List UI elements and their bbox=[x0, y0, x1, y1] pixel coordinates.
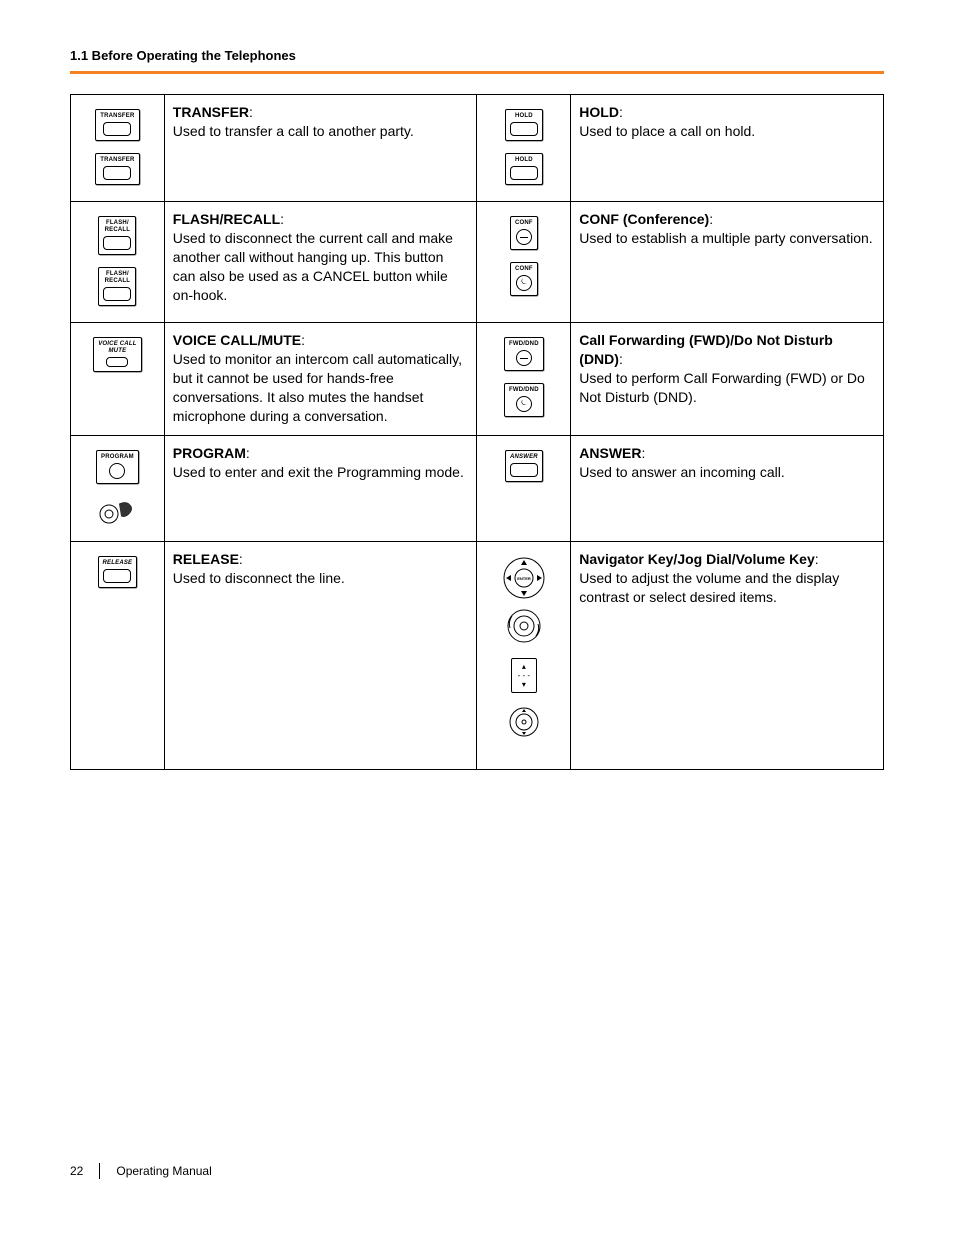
conf-icon: CONF bbox=[510, 262, 538, 296]
desc-cell: VOICE CALL/MUTE: Used to monitor an inte… bbox=[164, 323, 477, 436]
hold-icon: HOLD bbox=[505, 109, 543, 141]
flash-recall-icon: FLASH/ RECALL bbox=[98, 216, 136, 255]
icon-cell: FWD/DND FWD/DND bbox=[477, 323, 571, 436]
page-footer: 22 Operating Manual bbox=[70, 1163, 212, 1179]
answer-icon: ANSWER bbox=[505, 450, 543, 482]
desc-cell: Navigator Key/Jog Dial/Volume Key: Used … bbox=[571, 542, 884, 770]
button-reference-table: TRANSFER TRANSFER TRANSFER: Used to tran… bbox=[70, 94, 884, 770]
footer-separator bbox=[99, 1163, 100, 1179]
icon-cell: TRANSFER TRANSFER bbox=[71, 95, 165, 202]
icon-cell: ANSWER bbox=[477, 436, 571, 542]
table-row: VOICE CALL MUTE VOICE CALL/MUTE: Used to… bbox=[71, 323, 884, 436]
voice-call-mute-icon: VOICE CALL MUTE bbox=[93, 337, 141, 372]
desc-cell: CONF (Conference): Used to establish a m… bbox=[571, 202, 884, 323]
jog-dial-icon bbox=[504, 606, 544, 646]
icon-cell: HOLD HOLD bbox=[477, 95, 571, 202]
navigator-key-icon: ENTER bbox=[502, 556, 546, 600]
flash-recall-icon: FLASH/ RECALL bbox=[98, 267, 136, 306]
volume-key-icon: ▴- - -▾ bbox=[511, 658, 537, 693]
small-dial-icon bbox=[507, 705, 541, 739]
icon-cell: CONF CONF bbox=[477, 202, 571, 323]
transfer-icon: TRANSFER bbox=[95, 153, 139, 185]
section-title: 1.1 Before Operating the Telephones bbox=[70, 48, 884, 63]
hold-icon: HOLD bbox=[505, 153, 543, 185]
table-row: RELEASE RELEASE: Used to disconnect the … bbox=[71, 542, 884, 770]
icon-cell: VOICE CALL MUTE bbox=[71, 323, 165, 436]
desc-cell: FLASH/RECALL: Used to disconnect the cur… bbox=[164, 202, 477, 323]
table-row: PROGRAM PROGRAM: Used to enter and exit … bbox=[71, 436, 884, 542]
desc-cell: TRANSFER: Used to transfer a call to ano… bbox=[164, 95, 477, 202]
doc-title: Operating Manual bbox=[116, 1164, 211, 1178]
icon-cell: FLASH/ RECALL FLASH/ RECALL bbox=[71, 202, 165, 323]
icon-cell: PROGRAM bbox=[71, 436, 165, 542]
conf-icon: CONF bbox=[510, 216, 538, 250]
desc-cell: Call Forwarding (FWD)/Do Not Disturb (DN… bbox=[571, 323, 884, 436]
program-icon: PROGRAM bbox=[96, 450, 139, 484]
fwd-dnd-icon: FWD/DND bbox=[504, 383, 544, 417]
desc-cell: PROGRAM: Used to enter and exit the Prog… bbox=[164, 436, 477, 542]
table-row: FLASH/ RECALL FLASH/ RECALL FLASH/RECALL… bbox=[71, 202, 884, 323]
icon-cell: ENTER ▴- - -▾ bbox=[477, 542, 571, 770]
desc-cell: ANSWER: Used to answer an incoming call. bbox=[571, 436, 884, 542]
svg-text:ENTER: ENTER bbox=[517, 576, 531, 581]
icon-cell: RELEASE bbox=[71, 542, 165, 770]
release-icon: RELEASE bbox=[98, 556, 138, 588]
fwd-dnd-icon: FWD/DND bbox=[504, 337, 544, 371]
transfer-icon: TRANSFER bbox=[95, 109, 139, 141]
desc-cell: HOLD: Used to place a call on hold. bbox=[571, 95, 884, 202]
handset-icon bbox=[97, 496, 137, 531]
table-row: TRANSFER TRANSFER TRANSFER: Used to tran… bbox=[71, 95, 884, 202]
desc-cell: RELEASE: Used to disconnect the line. bbox=[164, 542, 477, 770]
accent-rule bbox=[70, 71, 884, 74]
page-number: 22 bbox=[70, 1164, 83, 1178]
